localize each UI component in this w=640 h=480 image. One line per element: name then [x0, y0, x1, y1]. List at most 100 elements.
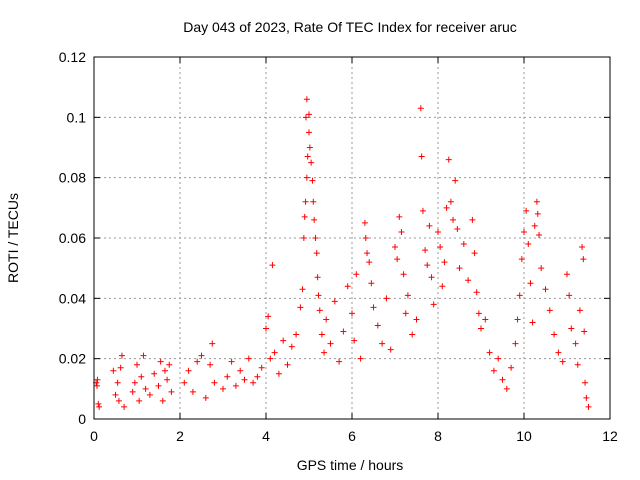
data-point — [460, 241, 467, 248]
data-point — [112, 391, 119, 398]
data-point — [368, 280, 375, 287]
data-point — [394, 256, 401, 263]
data-point — [435, 228, 441, 235]
data-point — [271, 349, 278, 356]
data-point — [297, 304, 304, 311]
data-point — [441, 259, 448, 266]
data-point — [309, 177, 316, 184]
data-point — [486, 349, 493, 356]
data-point — [207, 361, 214, 368]
data-point — [572, 340, 579, 347]
data-point — [314, 274, 321, 281]
data-point — [136, 397, 143, 404]
x-tick-label: 2 — [176, 428, 184, 444]
data-point — [269, 262, 276, 269]
data-point — [245, 355, 252, 362]
data-point — [194, 358, 201, 365]
data-point — [361, 219, 368, 226]
data-point — [254, 373, 261, 380]
data-point — [445, 156, 452, 163]
x-tick-label: 0 — [90, 428, 98, 444]
data-point — [475, 310, 482, 317]
ticks-layer: 0 2 4 6 8 10 12 0 0.02 0.04 0.06 0.08 0.1 0.12 — [59, 49, 618, 444]
data-point — [311, 216, 318, 223]
data-point — [514, 316, 521, 323]
x-axis-label: GPS time / hours — [297, 457, 404, 473]
data-point — [121, 403, 128, 410]
data-point — [490, 367, 497, 374]
y-axis-label: ROTI / TECUs — [5, 193, 21, 283]
data-point — [362, 235, 369, 241]
data-point — [581, 328, 588, 335]
y-tick-label: 0.08 — [59, 170, 86, 186]
data-point — [379, 340, 386, 347]
data-point — [364, 250, 371, 257]
data-point — [327, 340, 334, 347]
data-point — [310, 198, 317, 205]
data-point — [402, 310, 409, 317]
data-point — [315, 292, 322, 299]
data-point — [318, 331, 325, 338]
data-point — [566, 292, 573, 299]
data-point — [417, 105, 424, 112]
data-point — [241, 376, 248, 383]
data-point — [374, 322, 381, 329]
data-point — [94, 376, 101, 383]
data-point — [351, 337, 358, 344]
data-point — [471, 250, 478, 257]
data-point — [280, 337, 287, 344]
data-point — [465, 277, 472, 284]
data-point — [426, 222, 433, 229]
data-point — [503, 385, 510, 392]
y-tick-label: 0 — [78, 411, 86, 427]
data-point — [308, 159, 315, 166]
data-points-layer — [93, 96, 592, 410]
data-point — [129, 388, 136, 395]
data-point — [232, 382, 239, 389]
data-point — [336, 358, 343, 365]
data-point — [516, 292, 523, 299]
data-point — [202, 394, 209, 401]
data-point — [118, 352, 125, 359]
data-point — [349, 310, 355, 317]
data-point — [387, 346, 394, 353]
data-point — [564, 271, 570, 278]
data-point — [303, 96, 310, 103]
data-point — [447, 198, 454, 205]
data-point — [211, 379, 218, 386]
data-point — [454, 225, 461, 232]
data-point — [155, 382, 162, 389]
data-point — [512, 340, 519, 347]
data-point — [531, 222, 538, 229]
data-point — [396, 213, 403, 220]
grid-layer — [94, 57, 610, 419]
data-point — [142, 385, 149, 392]
data-point — [383, 295, 390, 302]
data-point — [304, 153, 311, 160]
data-point — [313, 250, 320, 257]
data-point — [443, 204, 450, 211]
data-point — [198, 352, 205, 359]
data-point — [508, 364, 515, 371]
data-point — [284, 361, 291, 368]
x-tick-label: 12 — [602, 428, 618, 444]
data-point — [293, 331, 300, 338]
data-point — [140, 352, 147, 359]
data-point — [452, 177, 459, 184]
data-point — [288, 343, 295, 350]
data-point — [312, 235, 319, 241]
data-point — [265, 313, 272, 320]
data-point — [428, 274, 435, 281]
data-point — [529, 319, 536, 326]
data-point — [138, 373, 145, 380]
data-point — [301, 213, 308, 220]
data-point — [181, 379, 188, 386]
data-point — [568, 325, 575, 332]
data-point — [299, 286, 306, 293]
data-point — [585, 403, 592, 410]
data-point — [224, 373, 231, 380]
data-point — [258, 364, 265, 371]
data-point — [576, 307, 583, 314]
data-point — [357, 355, 364, 362]
